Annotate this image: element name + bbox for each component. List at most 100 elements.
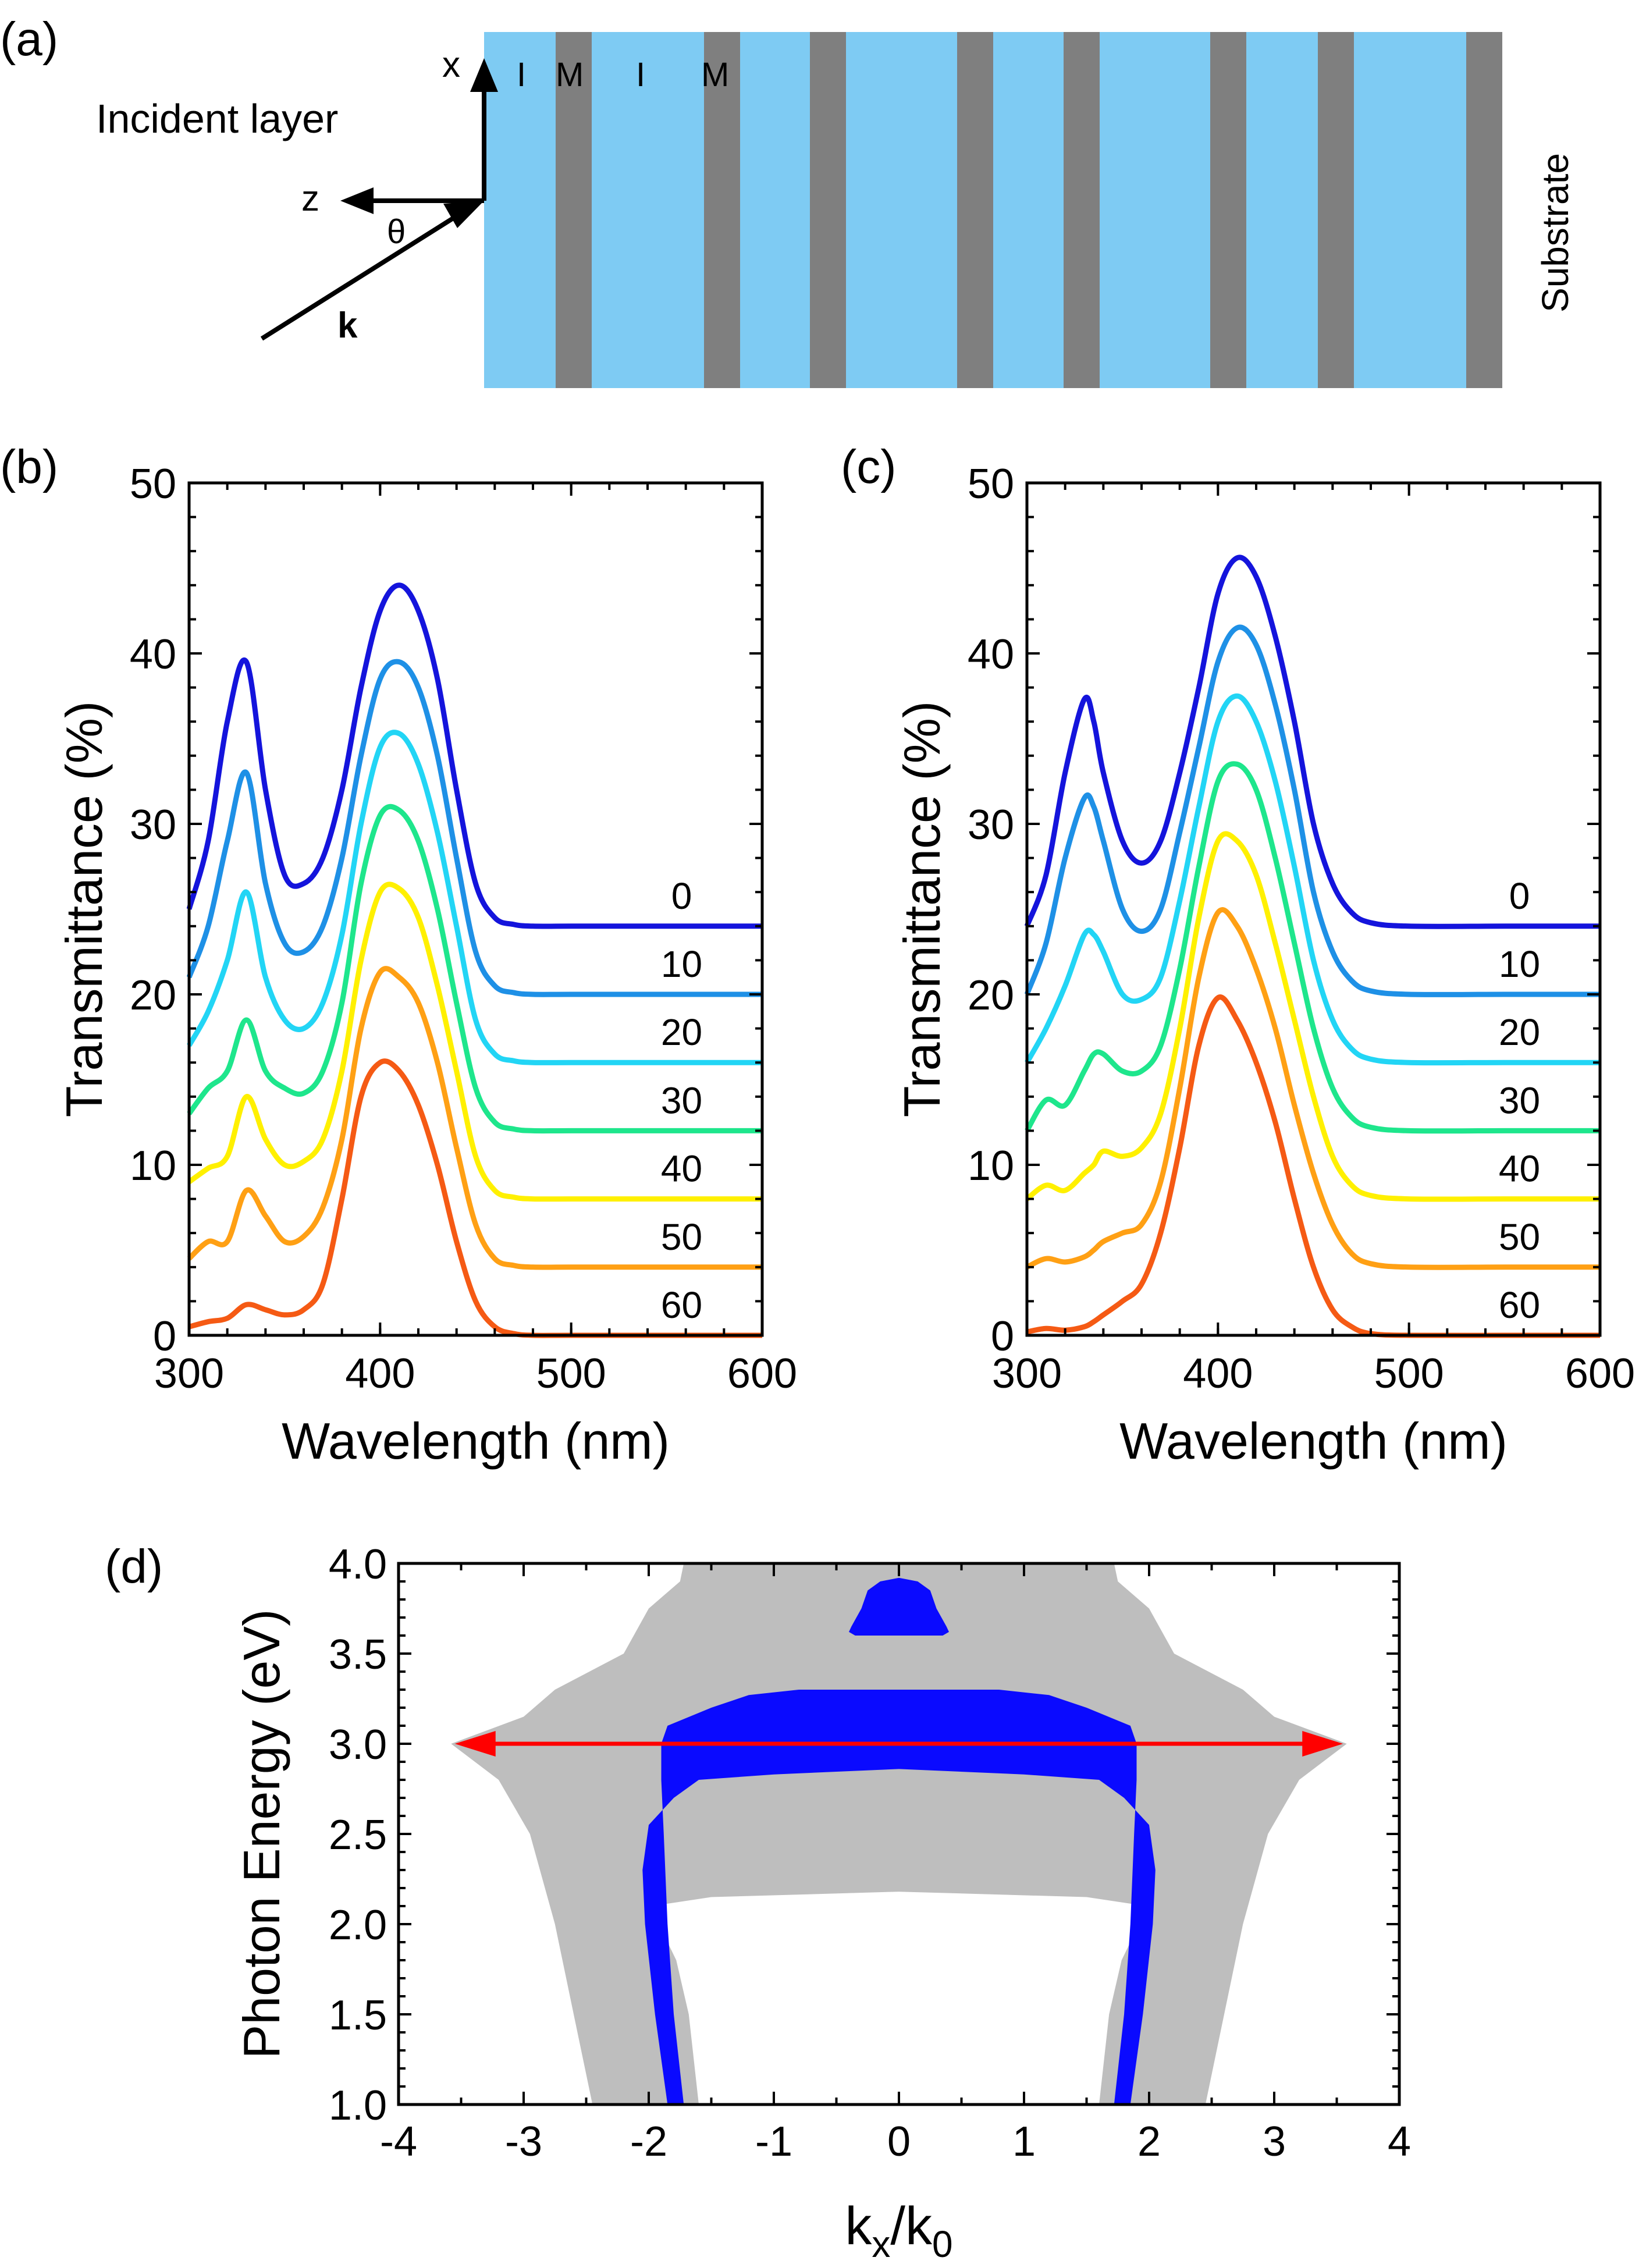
panel-label-a: (a) [0,13,58,66]
left-arrowhead-icon [454,1731,496,1757]
gray-band-region [451,1563,1347,2105]
blue-band-region [642,1690,1156,2105]
y-tick-label: 4.0 [329,1541,387,1588]
x-axis-label: x [442,45,460,85]
incident-layer-label: Incident layer [96,96,338,141]
series-label-10: 10 [661,943,702,985]
x-tick-label: 2 [1137,2118,1161,2165]
y-tick-label: 40 [130,631,176,678]
x-tick-label: 0 [887,2118,911,2165]
series-line-0 [1024,554,1600,929]
series-label-60: 60 [1499,1284,1540,1326]
x-axis-label: kx/k0 [845,2196,952,2265]
x-tick-label: -2 [630,2118,667,2165]
y-tick-label: 0 [153,1313,176,1360]
series-line-20 [187,730,762,1065]
y-tick-label: 20 [968,972,1014,1019]
x-tick-label: -1 [755,2118,792,2165]
series-label-20: 20 [661,1011,702,1053]
k-vector-arrow [260,212,461,341]
layer-letter-i-1: I [517,56,526,94]
y-tick-label: 3.0 [329,1722,387,1768]
x-tick-label: 600 [1565,1350,1635,1397]
y-tick-label: 30 [130,802,176,848]
z-axis-label: z [301,179,319,219]
y-tick-label: 40 [968,631,1014,678]
k-label: k [337,305,358,346]
panel-label-c: (c) [841,440,897,493]
series-line-10 [1024,624,1600,997]
chart-c: 0 10 20 30 40 50 60 300 400 500 600 0 10 20 30 40 50 Wave… [893,461,1635,1470]
x-tick-label: 4 [1388,2118,1411,2165]
x-tick-label: 500 [1374,1350,1444,1397]
y-tick-label: 2.0 [329,1902,387,1949]
x-axis-label: Wavelength (nm) [1119,1412,1508,1470]
layer-letters: I M I M [517,56,729,94]
x-tick-label: 3 [1263,2118,1286,2165]
y-axis-label: Photon Energy (eV) [233,1609,290,2059]
plot-frame [187,481,764,1337]
y-axis-label: Transmittance (%) [55,701,113,1118]
x-tick-label: 1 [1012,2118,1036,2165]
x-tick-label: 300 [154,1350,224,1397]
y-tick-label: 0 [991,1313,1014,1360]
series-line-10 [186,659,762,997]
x-tick-label: -3 [505,2118,542,2165]
series-line-50 [187,966,762,1270]
metal-layer-6 [1210,32,1246,388]
white-gap-region [651,1892,1147,2105]
y-tick-label: 20 [130,972,176,1019]
series-line-30 [1025,761,1600,1134]
y-tick-label: 1.5 [329,1992,387,2039]
x-arrowhead-icon [470,58,498,92]
y-tick-label: 30 [968,802,1014,848]
series-label-50: 50 [661,1216,702,1258]
x-tick-label: 600 [727,1350,797,1397]
series-label-60: 60 [661,1284,702,1326]
layer-letter-m-1: M [556,56,584,94]
metal-layer-3 [810,32,846,388]
x-tick-label: 300 [992,1350,1062,1397]
layer-letter-m-2: M [701,56,729,94]
series-line-40 [1025,831,1601,1202]
y-tick-label: 50 [968,461,1014,507]
chart-d: -4 -3 -2 -1 0 1 2 3 4 1.0 1.5 2.0 2.5 3.0 3.5 4.0 kx/k0 P… [233,1541,1411,2265]
series-label-0: 0 [1509,875,1530,917]
metal-layer-7 [1318,32,1354,388]
right-arrowhead-icon [1302,1731,1343,1757]
series-label-40: 40 [661,1148,702,1190]
panel-label-b: (b) [0,440,58,493]
layer-letter-i-2: I [636,56,645,94]
layer-stack [484,32,1502,388]
theta-label: θ [387,213,406,251]
y-tick-label: 3.5 [329,1631,387,1678]
series-line-0 [186,582,762,929]
chart-b: 0 10 20 30 40 50 60 300 400 500 600 0 10 20 30 40 50 Wave… [55,461,797,1470]
y-tick-label: 2.5 [329,1812,387,1858]
series-line-20 [1025,693,1600,1066]
metal-layer-2 [704,32,740,388]
metal-layer-4 [957,32,993,388]
metal-layer-8 [1466,32,1502,388]
y-tick-label: 50 [130,461,176,507]
series-label-50: 50 [1499,1216,1540,1258]
coordinate-axes: x z θ k [260,45,498,346]
x-tick-label: 400 [345,1350,415,1397]
metal-layer-1 [556,32,592,388]
plot-frame [1025,481,1602,1337]
y-axis-label: Transmittance (%) [893,701,951,1118]
y-tick-label: 10 [968,1143,1014,1189]
blue-top-region [849,1577,949,1636]
series-label-10: 10 [1499,943,1540,985]
y-tick-label: 10 [130,1143,176,1189]
x-tick-label: 500 [536,1350,606,1397]
series-label-30: 30 [1499,1079,1540,1121]
series-label-30: 30 [661,1079,702,1121]
y-tick-label: 1.0 [329,2082,387,2129]
k-arrowhead-icon [443,201,484,228]
x-tick-label: 400 [1183,1350,1253,1397]
panel-a-diagram: (a) Incident layer Substrate x z θ k I M… [0,13,1576,388]
panel-label-d: (d) [105,1540,163,1593]
metal-layer-5 [1064,32,1100,388]
